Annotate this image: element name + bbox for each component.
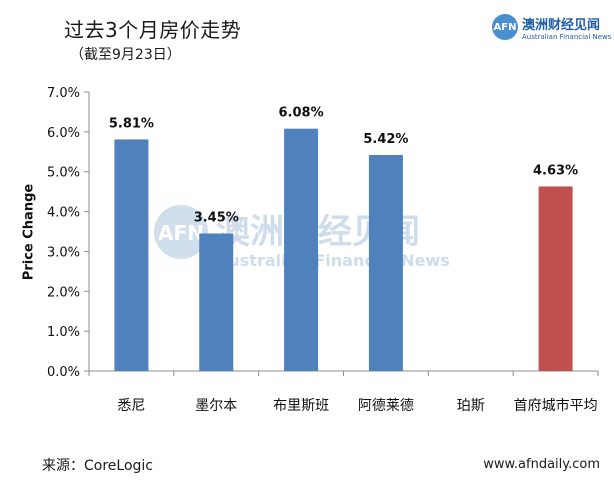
y-tick-label: 0.0% bbox=[47, 365, 80, 380]
afn-logo-icon: AFN bbox=[492, 14, 518, 40]
y-tick-label: 7.0% bbox=[47, 86, 80, 101]
data-label: 5.81% bbox=[109, 116, 154, 131]
x-tick-label: 悉尼 bbox=[117, 398, 145, 414]
y-tick-label: 1.0% bbox=[47, 325, 80, 340]
bar-chart: AFN 澳洲财经见闻 Australian Financial News 0.0… bbox=[47, 86, 599, 414]
bars bbox=[114, 128, 573, 371]
bar bbox=[199, 233, 234, 371]
labels: 悉尼 5.81% 墨尔本 3.45% 布里斯班 6.08% 阿德莱德 5.42% 珀斯 首府城市平… bbox=[109, 106, 598, 414]
y-tick-label: 2.0% bbox=[47, 285, 80, 300]
chart-title: 过去3个月房价走势 bbox=[64, 18, 242, 42]
source-note: 来源：CoreLogic bbox=[42, 458, 153, 474]
axes: 0.0% 1.0% 2.0% 3.0% 4.0% 5.0% 6.0% 7.0% bbox=[47, 86, 599, 380]
brand-name-en: Australian Financial News bbox=[522, 33, 612, 41]
data-label: 6.08% bbox=[279, 106, 324, 121]
y-tick-label: 3.0% bbox=[47, 245, 80, 260]
watermark-logo-icon bbox=[154, 205, 208, 259]
data-label: 4.63% bbox=[533, 163, 578, 178]
watermark-logo-text: AFN bbox=[158, 221, 204, 245]
y-tick-label: 6.0% bbox=[47, 126, 80, 141]
y-tick-label: 4.0% bbox=[47, 206, 80, 221]
y-tick-label: 5.0% bbox=[47, 166, 80, 181]
data-label: 5.42% bbox=[363, 132, 408, 147]
bar bbox=[114, 139, 149, 371]
x-tick-label: 珀斯 bbox=[457, 398, 485, 414]
data-label: 3.45% bbox=[194, 210, 239, 225]
x-tick-label: 布里斯班 bbox=[273, 398, 329, 414]
x-tick-label: 墨尔本 bbox=[195, 398, 237, 414]
bar bbox=[368, 154, 403, 371]
brand-logo: AFN 澳洲财经见闻 Australian Financial News bbox=[492, 14, 612, 44]
brand-name-cn: 澳洲财经见闻 bbox=[522, 18, 601, 33]
bar bbox=[284, 128, 319, 371]
website-link[interactable]: www.afndaily.com bbox=[483, 457, 600, 472]
bar bbox=[538, 186, 573, 371]
x-tick-label: 阿德莱德 bbox=[358, 398, 414, 414]
x-tick-label: 首府城市平均 bbox=[514, 397, 598, 414]
watermark-name-en: Australian Financial News bbox=[216, 251, 450, 270]
chart-subtitle: （截至9月23日） bbox=[70, 47, 181, 63]
